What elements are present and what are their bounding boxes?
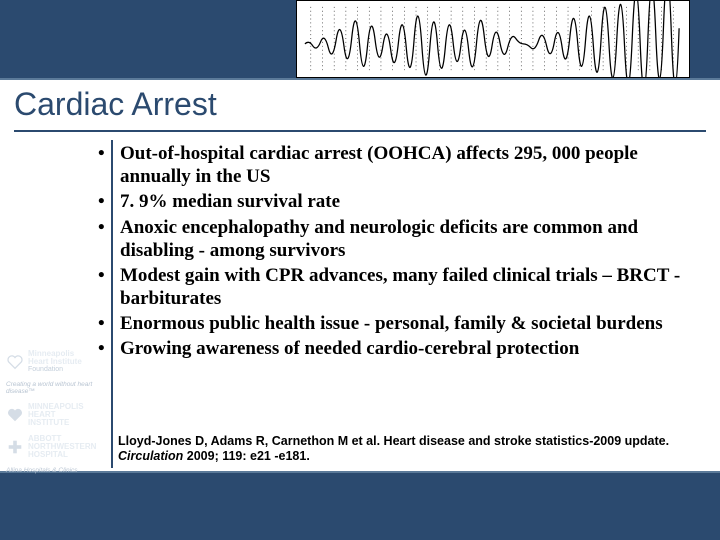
ecg-svg: [297, 1, 689, 77]
citation-journal: Circulation: [118, 449, 183, 463]
ecg-waveform-box: [296, 0, 690, 78]
logo-tagline: Creating a world without heart disease™: [6, 381, 108, 395]
bullet-item: 7. 9% median survival rate: [90, 190, 706, 213]
cross-icon: [6, 438, 24, 456]
citation-pre: Lloyd-Jones D, Adams R, Carnethon M et a…: [118, 434, 669, 448]
logo-mhi: MINNEAPOLIS HEART INSTITUTE: [6, 403, 108, 427]
heart-icon: [6, 353, 24, 371]
slide-title: Cardiac Arrest: [14, 86, 217, 123]
logo-text: Heart Institute: [28, 358, 82, 366]
bullet-item: Modest gain with CPR advances, many fail…: [90, 264, 706, 310]
logo-text: Foundation: [28, 366, 82, 373]
logo-text: INSTITUTE: [28, 419, 84, 427]
bullet-item: Out-of-hospital cardiac arrest (OOHCA) a…: [90, 142, 706, 188]
heart-icon: [6, 406, 24, 424]
bullet-item: Enormous public health issue - personal,…: [90, 312, 706, 335]
bullet-item: Growing awareness of needed cardio-cereb…: [90, 337, 706, 360]
logo-mhi-foundation: Minneapolis Heart Institute Foundation: [6, 350, 108, 373]
sponsor-logos: Minneapolis Heart Institute Foundation C…: [6, 350, 108, 474]
content-panel: Cardiac Arrest Out-of-hospital cardiac a…: [0, 78, 720, 473]
logo-tagline: Allina Hospitals & Clinics: [6, 467, 108, 474]
bullet-list: Out-of-hospital cardiac arrest (OOHCA) a…: [90, 142, 706, 363]
logo-abbott: ABBOTT NORTHWESTERN HOSPITAL: [6, 435, 108, 459]
citation: Lloyd-Jones D, Adams R, Carnethon M et a…: [118, 434, 708, 465]
bullet-item: Anoxic encephalopathy and neurologic def…: [90, 216, 706, 262]
title-underline: [14, 130, 706, 132]
citation-post: 2009; 119: e21 -e181.: [183, 449, 310, 463]
logo-text: HOSPITAL: [28, 451, 96, 459]
